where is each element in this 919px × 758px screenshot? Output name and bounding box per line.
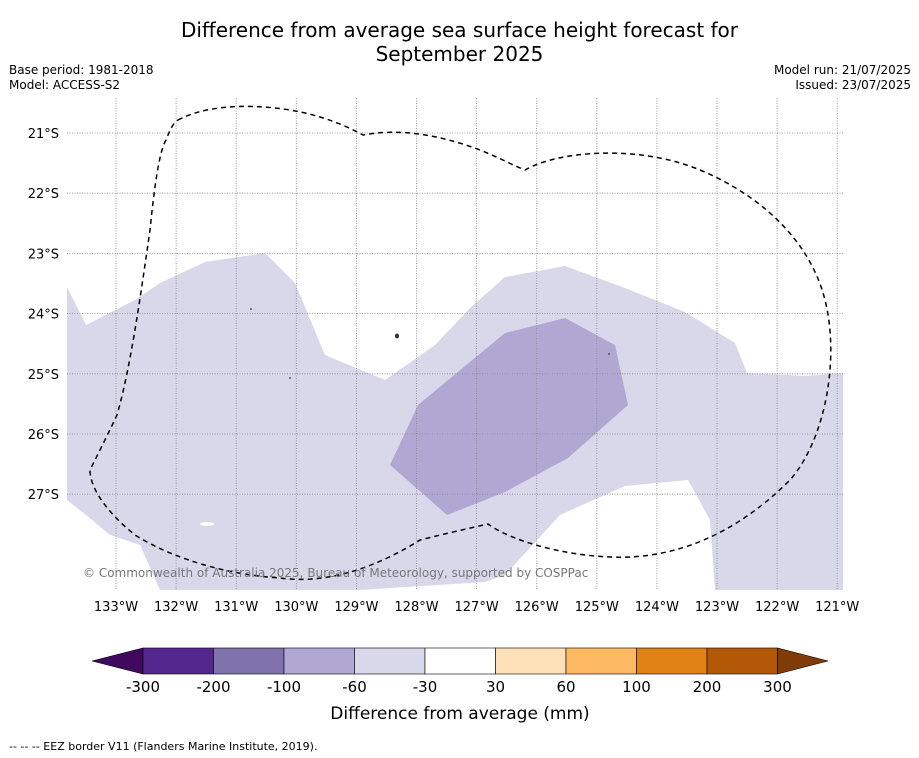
small-hole	[200, 522, 214, 526]
colorbar-tick-label: -100	[267, 678, 301, 696]
lat-label: 27°S	[28, 488, 59, 503]
small-island	[250, 308, 252, 310]
issued-date: Issued: 23/07/2025	[795, 78, 911, 92]
colorbar-segment	[354, 647, 426, 675]
small-island	[395, 333, 399, 339]
lat-label: 25°S	[28, 368, 59, 383]
colorbar-segment	[565, 647, 637, 675]
colorbar-segment	[283, 647, 355, 675]
lon-label: 128°W	[394, 600, 438, 615]
colorbar-extend-low	[91, 647, 144, 675]
map-title: Difference from average sea surface heig…	[0, 18, 919, 66]
small-island	[608, 353, 610, 355]
anomaly-fill-dark	[390, 318, 628, 515]
eez-footnote: -- -- -- EEZ border V11 (Flanders Marine…	[9, 740, 318, 753]
lon-label: 122°W	[755, 600, 799, 615]
colorbar-segment	[142, 647, 214, 675]
lon-label: 126°W	[515, 600, 559, 615]
colorbar-segment	[424, 647, 496, 675]
colorbar-label: Difference from average (mm)	[330, 704, 589, 724]
lat-label: 21°S	[28, 127, 59, 142]
lat-label: 24°S	[28, 308, 59, 323]
map-plot: © Commonwealth of Australia 2025, Bureau…	[67, 98, 843, 590]
eez-border	[89, 105, 832, 581]
model-name: Model: ACCESS-S2	[9, 78, 121, 92]
meta-right: Model run: 21/07/2025 Issued: 23/07/2025	[774, 63, 911, 93]
lon-label: 133°W	[94, 600, 138, 615]
title-line-1: Difference from average sea surface heig…	[180, 18, 739, 42]
lon-label: 121°W	[815, 600, 859, 615]
lon-label: 132°W	[154, 600, 198, 615]
copyright-text: © Commonwealth of Australia 2025, Bureau…	[83, 566, 588, 580]
gridlines	[67, 98, 843, 590]
colorbar-extend-high	[777, 647, 829, 675]
colorbar-tick-label: -200	[196, 678, 230, 696]
lon-label: 129°W	[334, 600, 378, 615]
colorbar-tick-label: -60	[342, 678, 367, 696]
lat-label: 23°S	[28, 247, 59, 262]
colorbar-tick-label: 30	[486, 678, 505, 696]
model-run: Model run: 21/07/2025	[773, 63, 911, 77]
colorbar-tick-label: 60	[556, 678, 575, 696]
lon-label: 131°W	[214, 600, 258, 615]
lon-label: 130°W	[274, 600, 318, 615]
lon-label: 125°W	[575, 600, 619, 615]
colorbar-segment	[495, 647, 567, 675]
base-period: Base period: 1981-2018	[9, 63, 154, 77]
colorbar-segment	[636, 647, 708, 675]
longitude-labels: 133°W 132°W 131°W 130°W 129°W 128°W 127°W 126°W…	[94, 600, 860, 615]
lat-label: 26°S	[28, 428, 59, 443]
title-line-2: September 2025	[375, 42, 544, 66]
colorbar-tick-label: 300	[763, 678, 792, 696]
latitude-labels: 21°S 22°S 23°S 24°S 25°S 26°S 27°S	[28, 127, 59, 503]
lon-label: 123°W	[695, 600, 739, 615]
colorbar-tick-label: 200	[693, 678, 722, 696]
colorbar-segment	[213, 647, 285, 675]
colorbar-tick-label: 100	[622, 678, 651, 696]
colorbar-segment	[706, 647, 778, 675]
colorbar-tick-label: -300	[126, 678, 160, 696]
colorbar-tick-label: -30	[413, 678, 438, 696]
lon-label: 127°W	[455, 600, 499, 615]
lon-label: 124°W	[635, 600, 679, 615]
colorbar: -300 -200 -100 -60 -30 30 60 100 200 300	[91, 647, 829, 696]
map-figure: © Commonwealth of Australia 2025, Bureau…	[28, 98, 860, 724]
lat-label: 22°S	[28, 187, 59, 202]
small-island	[289, 377, 291, 379]
meta-left: Base period: 1981-2018 Model: ACCESS-S2	[9, 63, 154, 93]
